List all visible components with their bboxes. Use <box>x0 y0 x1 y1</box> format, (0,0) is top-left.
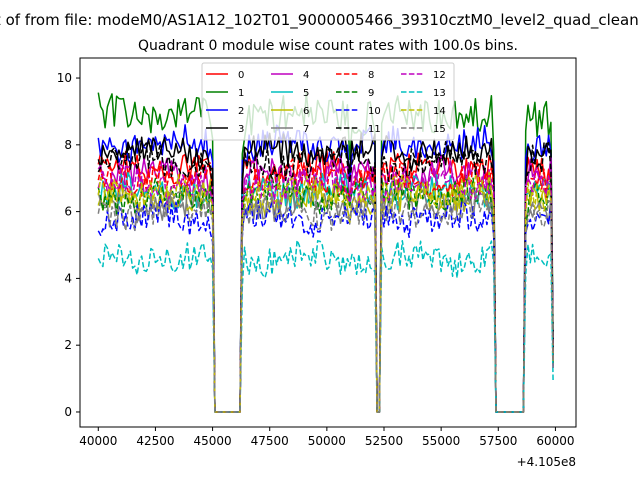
series-line-14 <box>97 171 554 413</box>
series-group <box>97 92 554 413</box>
x-tick-label: 60000 <box>536 434 574 448</box>
legend-label-9: 9 <box>368 88 374 99</box>
legend-label-12: 12 <box>433 70 446 81</box>
x-tick-label: 42500 <box>136 434 174 448</box>
legend-label-10: 10 <box>368 106 381 117</box>
series-line-11 <box>97 141 554 413</box>
legend-label-8: 8 <box>368 70 374 81</box>
legend-label-11: 11 <box>368 124 381 135</box>
y-tick-label: 10 <box>57 71 72 85</box>
series-line-15 <box>97 191 554 413</box>
chart-title: Quadrant 0 module wise count rates with … <box>138 38 518 54</box>
legend-label-7: 7 <box>303 124 309 135</box>
legend-label-3: 3 <box>238 124 244 135</box>
axes-frame <box>79 57 577 428</box>
y-tick-label: 4 <box>64 271 72 285</box>
y-axis: 0 2 4 6 8 10 <box>57 71 80 419</box>
series-line-4 <box>97 155 554 413</box>
x-tick-label: 55000 <box>422 434 460 448</box>
series-line-12 <box>97 164 554 413</box>
legend-label-5: 5 <box>303 88 309 99</box>
legend-label-13: 13 <box>433 88 446 99</box>
x-tick-label: 45000 <box>193 434 231 448</box>
legend-label-2: 2 <box>238 106 244 117</box>
x-tick-label: 40000 <box>79 434 117 448</box>
legend-label-4: 4 <box>303 70 309 81</box>
legend-label-1: 1 <box>238 88 244 99</box>
series-line-13 <box>97 239 554 413</box>
legend-label-0: 0 <box>238 70 244 81</box>
x-tick-label: 47500 <box>251 434 289 448</box>
x-axis: 40000 42500 45000 47500 50000 52500 55000 57500… <box>79 427 575 448</box>
y-tick-label: 2 <box>64 338 72 352</box>
y-tick-label: 0 <box>64 405 72 419</box>
x-tick-label: 50000 <box>308 434 346 448</box>
x-offset-label: +4.105e8 <box>517 455 576 469</box>
y-tick-label: 8 <box>64 138 72 152</box>
x-tick-label: 57500 <box>479 434 517 448</box>
figure-suptitle: Plot of from file: modeM0/AS1A12_102T01_… <box>0 11 640 30</box>
legend-label-14: 14 <box>433 106 446 117</box>
y-tick-label: 6 <box>64 205 72 219</box>
legend-box <box>201 62 455 141</box>
x-tick-label: 52500 <box>365 434 403 448</box>
series-line-0 <box>97 148 554 413</box>
legend-label-6: 6 <box>303 106 309 117</box>
legend-label-15: 15 <box>433 124 446 135</box>
plot-area <box>79 57 577 428</box>
